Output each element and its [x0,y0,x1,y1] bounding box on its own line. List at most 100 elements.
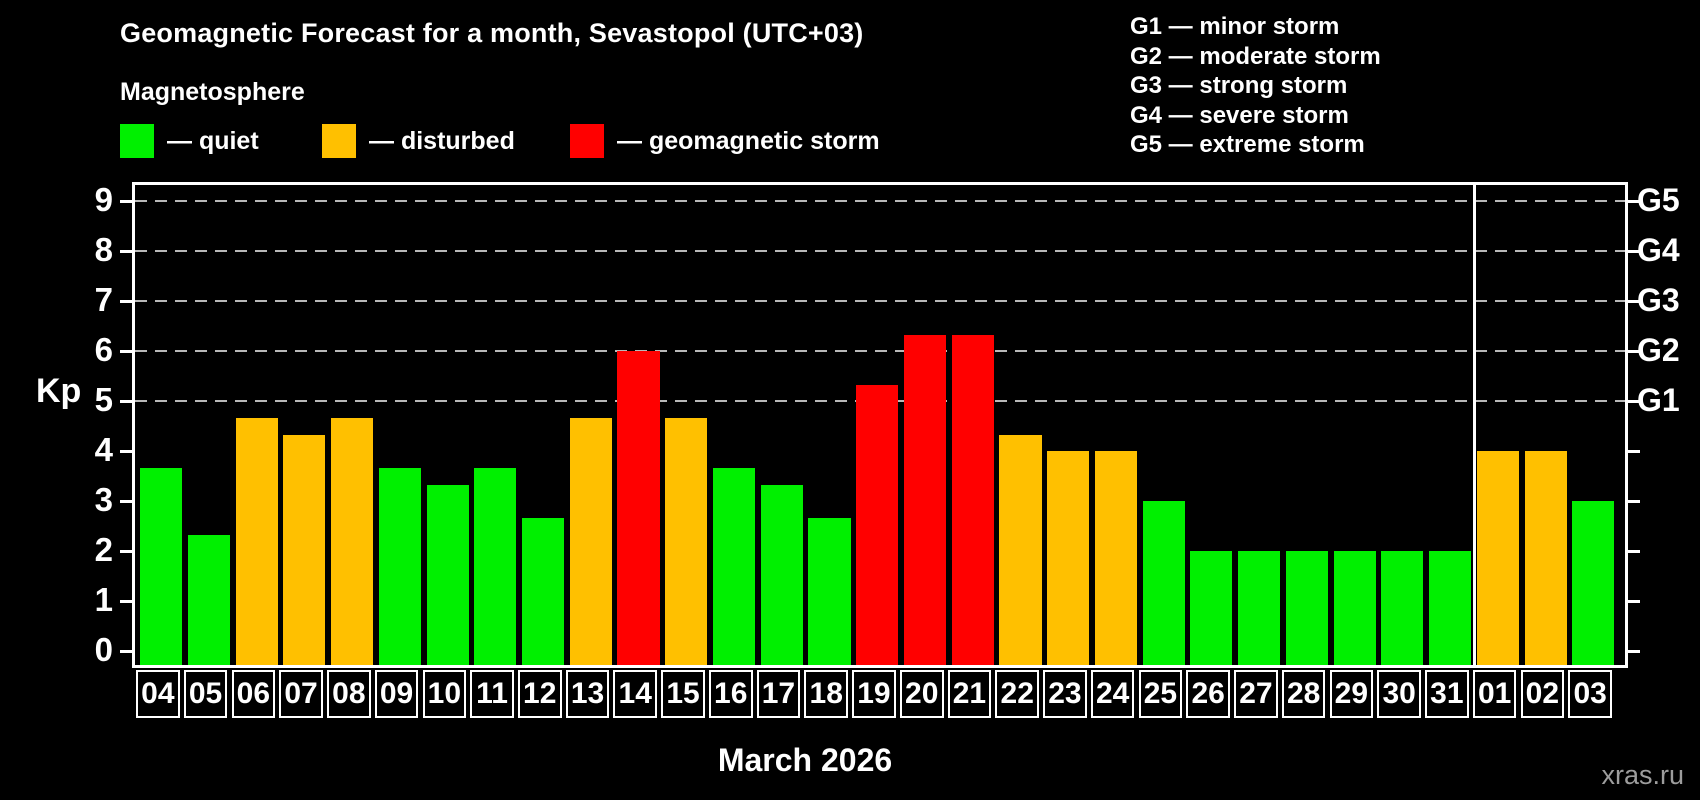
watermark: xras.ru [1601,760,1684,790]
gridline-kp-7 [135,300,1625,302]
bar-day-28 [1285,551,1328,665]
left-tick-7 [120,300,132,303]
date-label-18: 18 [804,670,849,718]
date-label-19: 19 [852,670,896,718]
bar-day-26 [1190,551,1233,665]
date-label-08: 08 [327,670,371,718]
date-label-15: 15 [661,670,705,718]
date-label-22: 22 [995,670,1040,718]
plot-area: 0 1 2 3 4 5 6 7 8 9 G1 G2 G3 G4 G5 [95,181,1680,668]
date-label-06: 06 [231,670,276,718]
g2-legend-line: G2 — moderate storm [1130,42,1381,70]
left-tick-9 [120,200,132,203]
date-label-21: 21 [947,670,992,718]
gridline-kp-6 [135,350,1625,352]
y-tick-label-6: 6 [94,331,113,368]
bar-day-31 [1429,551,1472,665]
date-label-09: 09 [374,670,419,718]
date-label-20: 20 [899,670,944,718]
storm-color-swatch [570,124,604,158]
bar-day-15 [665,417,708,665]
y-tick-label-9: 9 [94,181,113,218]
y-tick-label-8: 8 [94,231,113,268]
legend-item-quiet: — quiet [120,123,259,159]
bar-day-09 [378,467,421,665]
bar-day-10 [426,484,469,665]
y-tick-label-3: 3 [94,481,113,518]
x-axis-date-row: 04 05 06 07 08 09 10 11 12 13 14 15 16 17 18 19 20 21 22 23… [135,670,1619,718]
date-label-07: 07 [279,670,323,718]
bar-day-11 [474,467,517,665]
date-label-05: 05 [183,670,228,718]
month-separator-line [1472,185,1476,665]
y-tick-label-7: 7 [94,281,113,318]
date-label-04: 04 [136,670,180,718]
left-tick-5 [120,400,132,403]
x-axis-title: March 2026 [717,742,893,778]
date-label-12: 12 [517,670,562,718]
date-label-13: 13 [565,670,610,718]
right-tick-9 [1628,200,1640,203]
bar-day-21 [951,334,994,665]
bar-day-24 [1094,451,1137,665]
y-tick-label-0: 0 [94,631,113,668]
legend-disturbed-label: — disturbed [369,126,515,155]
bar-day-20 [903,334,947,665]
date-label-23: 23 [1043,670,1087,718]
bar-day-06 [235,417,278,665]
bar-day-03 [1572,501,1615,665]
bar-day-13 [569,417,612,665]
date-label-02: 02 [1520,670,1565,718]
disturbed-color-swatch [322,124,356,158]
right-tick-7 [1628,300,1640,303]
g1-legend-line: G1 — minor storm [1130,13,1340,40]
bar-day-18 [808,517,851,665]
date-label-14: 14 [613,670,658,718]
right-tick-2 [1628,550,1640,553]
bar-day-08 [331,417,374,665]
legend-item-storm: — geomagnetic storm [570,123,880,159]
right-tick-1 [1628,600,1640,603]
date-label-27: 27 [1234,670,1278,718]
bar-day-23 [1047,451,1090,665]
bar-day-19 [856,384,899,665]
date-label-01: 01 [1472,670,1517,718]
left-tick-2 [120,550,132,553]
date-label-31: 31 [1425,670,1469,718]
bar-day-17 [760,484,803,665]
y-tick-label-1: 1 [94,581,113,618]
gridline-kp-9 [135,200,1625,202]
g-level-label-g3: G3 [1637,282,1680,318]
date-label-28: 28 [1281,670,1326,718]
right-tick-8 [1628,250,1640,253]
right-tick-4 [1628,450,1640,453]
g-level-label-g2: G2 [1637,332,1680,368]
y-axis-title: Kp [36,372,82,410]
bar-day-04 [140,467,183,665]
legend-quiet-label: — quiet [167,126,259,155]
g-scale-legend: G1 — minor storm G2 — moderate storm G3 … [1130,12,1381,160]
date-label-25: 25 [1138,670,1183,718]
date-label-10: 10 [422,670,467,718]
bar-day-22 [999,434,1042,665]
bar-day-14 [617,351,660,665]
left-tick-8 [120,250,132,253]
bar-day-25 [1142,501,1185,665]
gridline-kp-8 [135,250,1625,252]
left-tick-6 [120,350,132,353]
legend-item-disturbed: — disturbed [322,123,515,159]
right-tick-0 [1628,650,1640,653]
chart-title: Geomagnetic Forecast for a month, Sevast… [120,18,864,48]
date-label-16: 16 [708,670,753,718]
g-level-label-g4: G4 [1637,232,1680,268]
left-tick-4 [120,450,132,453]
y-tick-label-4: 4 [94,431,113,468]
magnetosphere-label: Magnetosphere [120,78,305,106]
date-label-24: 24 [1090,670,1135,718]
bar-day-29 [1333,551,1376,665]
bar-day-02 [1524,451,1567,665]
date-label-11: 11 [470,670,514,718]
bar-day-30 [1381,551,1424,665]
g3-legend-line: G3 — strong storm [1130,72,1348,99]
